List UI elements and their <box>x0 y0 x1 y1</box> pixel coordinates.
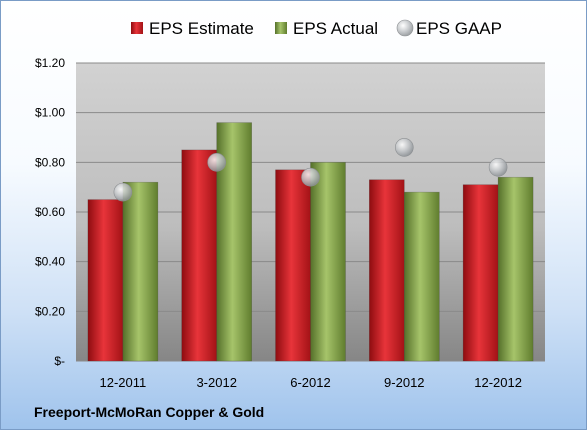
gaap-markers <box>113 138 508 202</box>
x-tick-label: 12-2012 <box>474 375 522 390</box>
x-tick-label: 9-2012 <box>384 375 424 390</box>
bar <box>122 181 159 362</box>
gaap-marker <box>207 153 226 172</box>
x-axis: 12-2011 3-2012 6-2012 9-2012 12-2012 <box>100 375 522 390</box>
bar <box>497 176 534 362</box>
y-tick-label: $0.80 <box>35 155 65 169</box>
legend: EPS Estimate EPS Actual EPS GAAP <box>131 19 502 38</box>
gaap-marker <box>394 138 414 157</box>
legend-label: EPS Estimate <box>149 19 254 38</box>
y-tick-label: $0.20 <box>35 304 65 318</box>
bar <box>87 199 124 362</box>
bar <box>275 169 311 362</box>
y-tick-label: $1.20 <box>35 56 65 70</box>
bar <box>462 184 499 362</box>
company-caption: Freeport-McMoRan Copper & Gold <box>34 404 265 420</box>
bars <box>87 122 534 362</box>
y-tick-label: $- <box>54 354 65 368</box>
bar <box>310 162 346 362</box>
bar <box>368 179 405 362</box>
bar <box>181 149 217 362</box>
gaap-marker <box>488 158 508 177</box>
legend-swatch <box>275 22 287 34</box>
x-tick-label: 3-2012 <box>196 375 236 390</box>
x-tick-label: 12-2011 <box>100 375 147 390</box>
legend-swatch <box>396 19 414 37</box>
y-axis: $- $0.20 $0.40 $0.60 $0.80 $1.00 $1.20 <box>35 56 65 368</box>
legend-swatch <box>131 22 143 34</box>
x-tick-label: 6-2012 <box>290 375 330 390</box>
gaap-marker <box>113 182 133 202</box>
legend-label: EPS GAAP <box>416 19 502 38</box>
y-tick-label: $1.00 <box>35 106 65 120</box>
y-tick-label: $0.60 <box>35 205 65 219</box>
legend-label: EPS Actual <box>293 19 378 38</box>
y-tick-label: $0.40 <box>35 255 65 269</box>
gaap-marker <box>301 167 320 187</box>
bar <box>403 191 440 362</box>
